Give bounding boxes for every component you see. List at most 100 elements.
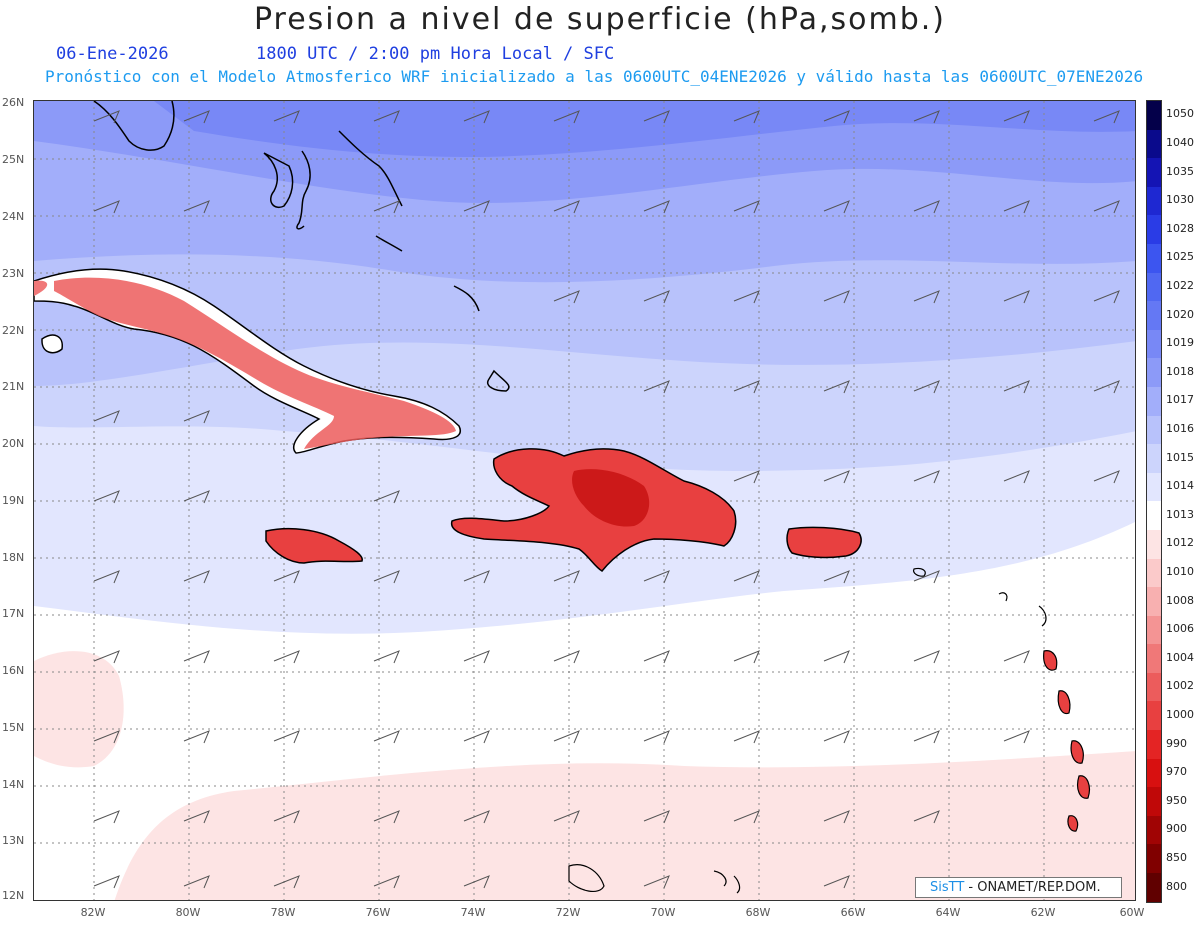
map-canvas [34,101,1135,900]
forecast-date: 06-Ene-2026 [56,44,169,64]
colorbar-label: 1014 [1166,479,1194,493]
lon-label: 74W [460,906,486,919]
colorbar-segment [1147,386,1161,416]
colorbar-segment [1147,758,1161,788]
hispaniola-core [572,469,650,527]
chart-title: Presion a nivel de superficie (hPa,somb.… [253,2,947,37]
lon-label: 80W [175,906,201,919]
lon-label: 66W [840,906,866,919]
credit-text: - ONAMET/REP.DOM. [964,880,1101,895]
colorbar-segment [1147,787,1161,816]
band-1022 [154,101,1135,157]
lat-label: 26N [2,96,25,109]
lat-label: 15N [2,721,25,734]
lon-label: 64W [935,906,961,919]
cuba-rain-core [54,277,456,449]
model-info: Pronóstico con el Modelo Atmosferico WRF… [45,67,1144,86]
florida-outline [93,101,175,151]
colorbar-segment [1147,529,1161,559]
lesser-antilles [1043,650,1091,832]
colorbar-segment [1147,501,1161,530]
credit-box: SisTT - ONAMET/REP.DOM. [915,877,1122,898]
colorbar-segment [1147,329,1161,359]
jamaica [265,527,363,564]
colorbar-segment [1147,672,1161,702]
colorbar-segment [1147,301,1161,330]
lon-label: 82W [80,906,106,919]
colorbar-label: 950 [1166,793,1187,807]
lat-label: 14N [2,778,25,791]
colorbar-segment [1147,215,1161,244]
lat-label: 24N [2,210,25,223]
colorbar-segment [1147,158,1161,187]
lon-label: 70W [650,906,676,919]
colorbar-label: 1002 [1166,679,1194,693]
colorbar-segment [1147,129,1161,159]
lon-label: 60W [1119,906,1145,919]
colorbar-segment [1147,701,1161,731]
colorbar-label: 1012 [1166,536,1194,550]
band-1013-west [34,651,124,768]
bahamas [263,130,510,392]
colorbar-segment [1147,873,1161,902]
colorbar-label: 850 [1166,851,1187,865]
colorbar-label: 1050 [1166,107,1194,121]
colorbar-segment [1147,587,1161,616]
colorbar-label: 1016 [1166,421,1194,435]
colorbar-label: 1000 [1166,708,1194,722]
colorbar-label: 990 [1166,736,1187,750]
colorbar-segment [1147,444,1161,473]
colorbar-segment [1147,415,1161,445]
lat-label: 16N [2,664,25,677]
colorbar-label: 800 [1166,879,1187,893]
lat-label: 18N [2,551,25,564]
colorbar-label: 1017 [1166,393,1194,407]
colorbar-segment [1147,644,1161,673]
colorbar-label: 1030 [1166,193,1194,207]
lon-label: 72W [555,906,581,919]
colorbar-label: 1015 [1166,450,1194,464]
colorbar-segment [1147,844,1161,874]
colorbar-label: 1022 [1166,278,1194,292]
lon-label: 76W [365,906,391,919]
colorbar-label: 1018 [1166,364,1194,378]
colorbar-segment [1147,730,1161,759]
lat-label: 17N [2,607,25,620]
colorbar-segment [1147,101,1161,130]
pressure-map [33,100,1136,901]
lon-label: 62W [1030,906,1056,919]
lat-label: 21N [2,380,25,393]
wind-barbs [93,110,1120,889]
lon-label: 68W [745,906,771,919]
isle-of-youth [41,334,63,354]
forecast-time: 1800 UTC / 2:00 pm Hora Local / SFC [256,44,615,64]
band-1013-south [114,751,1135,900]
colorbar-segment [1147,472,1161,502]
lat-label: 23N [2,267,25,280]
lon-label: 78W [270,906,296,919]
colorbar-segment [1147,815,1161,845]
colorbar-label: 1035 [1166,164,1194,178]
colorbar-segment [1147,272,1161,302]
lat-label: 25N [2,153,25,166]
colorbar-label: 1025 [1166,250,1194,264]
lat-label: 12N [2,889,25,902]
credit-brand: SisTT [930,880,965,895]
puerto-rico [786,526,862,559]
colorbar-segment [1147,615,1161,645]
colorbar-segment [1147,243,1161,273]
colorbar-label: 970 [1166,765,1187,779]
graticule [34,101,1135,900]
lat-label: 22N [2,324,25,337]
colorbar-label: 1008 [1166,593,1194,607]
lat-label: 19N [2,494,25,507]
colorbar-segment [1147,358,1161,387]
lat-label: 20N [2,437,25,450]
colorbar-label: 1010 [1166,565,1194,579]
colorbar-segment [1147,186,1161,216]
colorbar-label: 1028 [1166,221,1194,235]
colorbar-label: 1020 [1166,307,1194,321]
colorbar-label: 1013 [1166,507,1194,521]
colorbar-label: 1006 [1166,622,1194,636]
colorbar-label: 1004 [1166,650,1194,664]
